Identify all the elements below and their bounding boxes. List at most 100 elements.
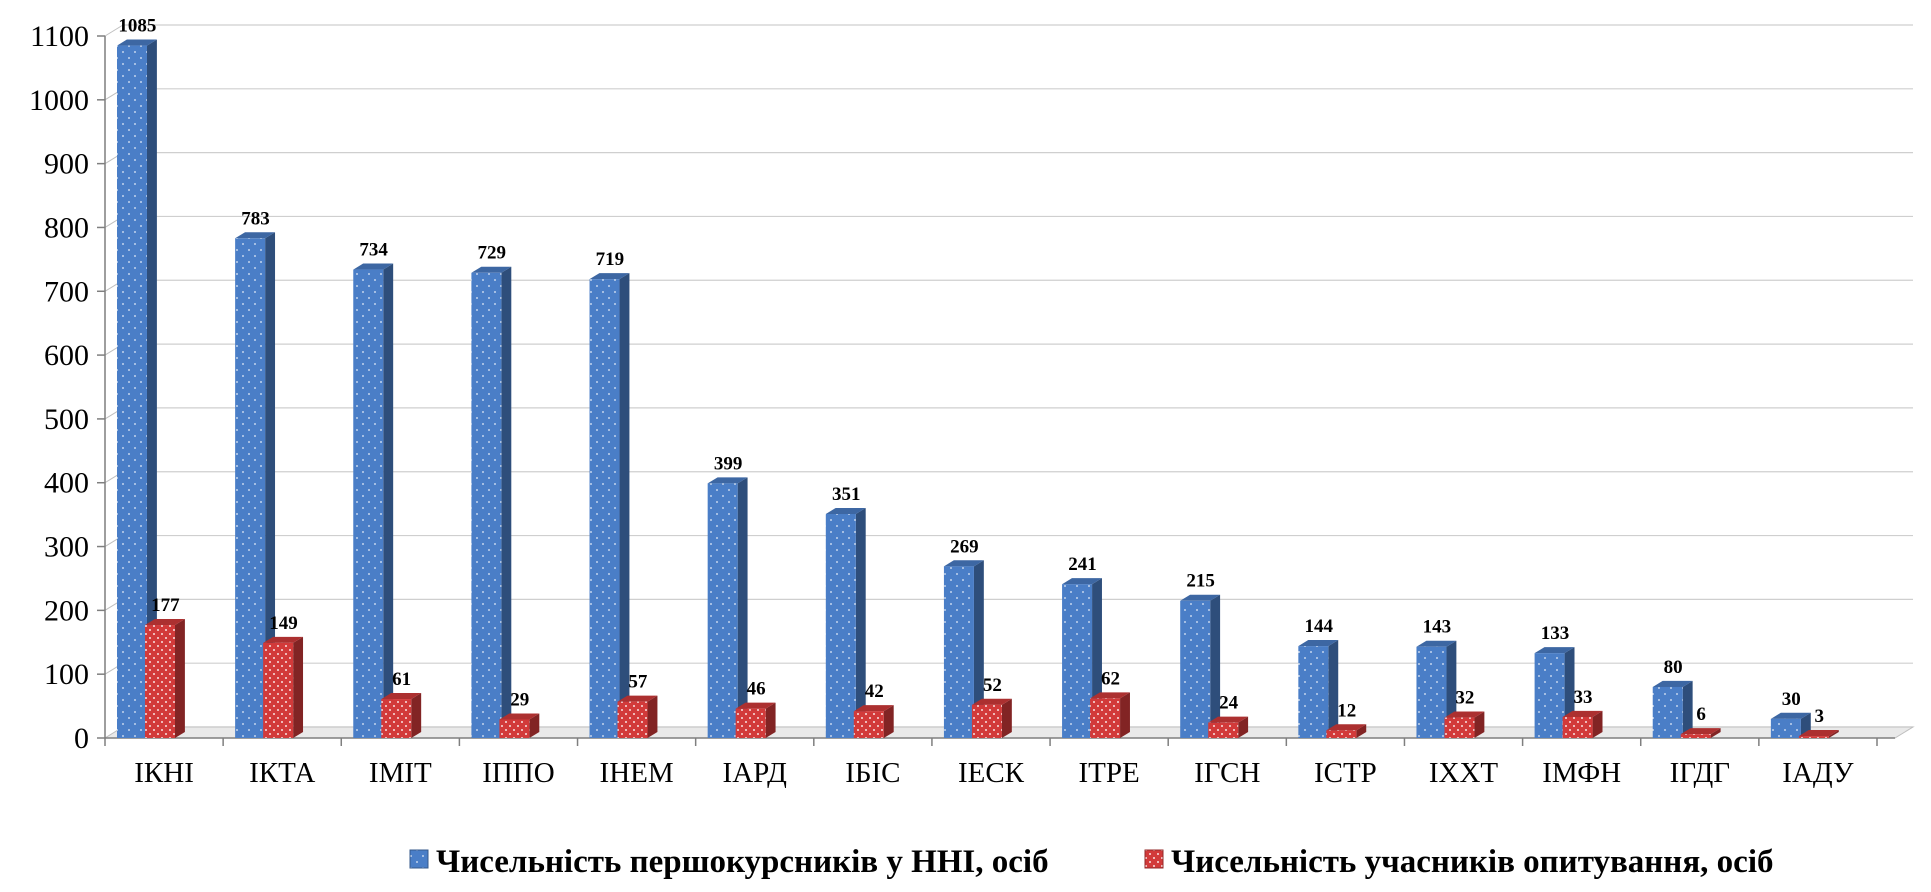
x-tick-label: ІГДГ bbox=[1670, 757, 1730, 789]
bar-respondents bbox=[1208, 716, 1249, 738]
bar-respondents bbox=[735, 702, 776, 738]
y-tick-label: 0 bbox=[74, 722, 89, 755]
bar-top bbox=[943, 560, 984, 567]
bar-respondents bbox=[1326, 724, 1367, 738]
bar-front bbox=[707, 483, 738, 738]
legend: Чисельність першокурсників у ННІ, осіб Чи… bbox=[409, 844, 1774, 880]
bar-top bbox=[471, 266, 512, 273]
bar-respondents bbox=[499, 713, 540, 738]
bar-top bbox=[1180, 594, 1221, 601]
x-tick-label: ІППО bbox=[482, 757, 555, 789]
x-tick-label: ІАРД bbox=[723, 757, 788, 789]
bar-freshmen bbox=[353, 263, 394, 738]
bar-side bbox=[1682, 680, 1693, 738]
bar-side bbox=[737, 477, 748, 738]
bar-top bbox=[1798, 730, 1839, 737]
bar-freshmen bbox=[1180, 594, 1221, 738]
x-tick-label: ІГСН bbox=[1194, 757, 1260, 789]
bar-front bbox=[353, 269, 384, 738]
bar-top bbox=[589, 273, 630, 280]
bar-freshmen bbox=[471, 266, 512, 738]
data-label: 729 bbox=[478, 243, 507, 264]
x-tick-label: ІАДУ bbox=[1782, 757, 1854, 789]
y-tick-label: 1100 bbox=[30, 20, 89, 53]
bar-side bbox=[293, 636, 304, 738]
x-tick-label: ІКТА bbox=[249, 757, 315, 789]
bar-top bbox=[735, 702, 776, 709]
bar-side bbox=[1474, 711, 1485, 738]
bar-top bbox=[117, 39, 157, 46]
bar-side bbox=[529, 713, 540, 738]
data-label: 149 bbox=[269, 613, 298, 634]
data-label: 3 bbox=[1815, 706, 1825, 727]
bar-respondents bbox=[263, 636, 304, 738]
bar-top bbox=[263, 636, 304, 643]
bar-top bbox=[971, 698, 1012, 705]
bar-respondents bbox=[1090, 692, 1130, 738]
bar-top bbox=[145, 618, 185, 626]
x-tick-label: ІБІС bbox=[845, 757, 900, 789]
y-tick-label: 300 bbox=[44, 531, 89, 564]
bar-front bbox=[1770, 718, 1801, 738]
bar-top bbox=[499, 713, 540, 720]
data-label: 29 bbox=[510, 689, 529, 710]
bar-top bbox=[1326, 724, 1367, 731]
data-label: 42 bbox=[865, 681, 884, 702]
bar-front bbox=[471, 272, 502, 738]
bar-side bbox=[147, 39, 157, 739]
x-tick-label: ІКНІ bbox=[134, 757, 194, 789]
data-label: 1085 bbox=[118, 16, 156, 37]
bar-top bbox=[617, 695, 658, 702]
bar-front bbox=[1798, 736, 1829, 738]
bars bbox=[117, 39, 1839, 739]
bar-freshmen bbox=[1416, 640, 1457, 738]
bar-top bbox=[1062, 578, 1102, 585]
bar-front bbox=[263, 642, 294, 738]
bar-freshmen bbox=[943, 560, 984, 738]
y-tick-label: 500 bbox=[44, 403, 89, 436]
data-label: 269 bbox=[950, 536, 979, 557]
axes: 0 100 200 300 400 500 600 700 800 900 1000 1100 ІКНІ… bbox=[29, 20, 1895, 789]
data-label: 734 bbox=[359, 240, 388, 261]
y-tick-label: 700 bbox=[44, 275, 89, 308]
data-label: 33 bbox=[1574, 687, 1593, 708]
bar-respondents bbox=[381, 693, 422, 738]
x-tick-label: ІСТР bbox=[1314, 757, 1377, 789]
bar-side bbox=[765, 702, 776, 738]
bar-front bbox=[589, 279, 620, 738]
bar-top bbox=[235, 232, 276, 239]
bar-freshmen bbox=[707, 477, 748, 738]
bar-front bbox=[1208, 722, 1239, 738]
bar-freshmen bbox=[1770, 712, 1811, 738]
bar-side bbox=[1592, 710, 1603, 738]
bar-top bbox=[707, 477, 748, 484]
data-label: 12 bbox=[1337, 700, 1356, 721]
bar-side bbox=[973, 560, 984, 738]
bar-side bbox=[383, 263, 394, 738]
bar-front bbox=[1652, 686, 1683, 738]
bar-top bbox=[1444, 711, 1485, 718]
bar-top bbox=[825, 507, 866, 514]
legend-swatch bbox=[1144, 849, 1164, 869]
x-tick-label: ІНЕМ bbox=[600, 757, 674, 789]
bar-freshmen bbox=[117, 39, 157, 739]
bar-top bbox=[1652, 680, 1693, 687]
x-tick-label: ІХХТ bbox=[1429, 757, 1499, 789]
bar-top bbox=[1770, 712, 1811, 719]
bar-side bbox=[619, 273, 630, 738]
legend-label: Чисельність першокурсників у ННІ, осіб bbox=[436, 844, 1049, 880]
data-label: 46 bbox=[747, 679, 766, 700]
bar-side bbox=[265, 232, 276, 738]
y-tick-label: 800 bbox=[44, 211, 89, 244]
legend-swatch bbox=[409, 849, 429, 869]
bar-freshmen bbox=[1298, 640, 1339, 738]
bar-front bbox=[1534, 653, 1565, 738]
bar-side bbox=[1328, 640, 1339, 738]
gridline-side bbox=[104, 24, 124, 37]
bar-front bbox=[235, 238, 266, 738]
bar-top bbox=[1090, 692, 1130, 699]
data-label: 399 bbox=[714, 453, 743, 474]
bar-side bbox=[1238, 716, 1249, 738]
data-label: 783 bbox=[241, 208, 270, 229]
